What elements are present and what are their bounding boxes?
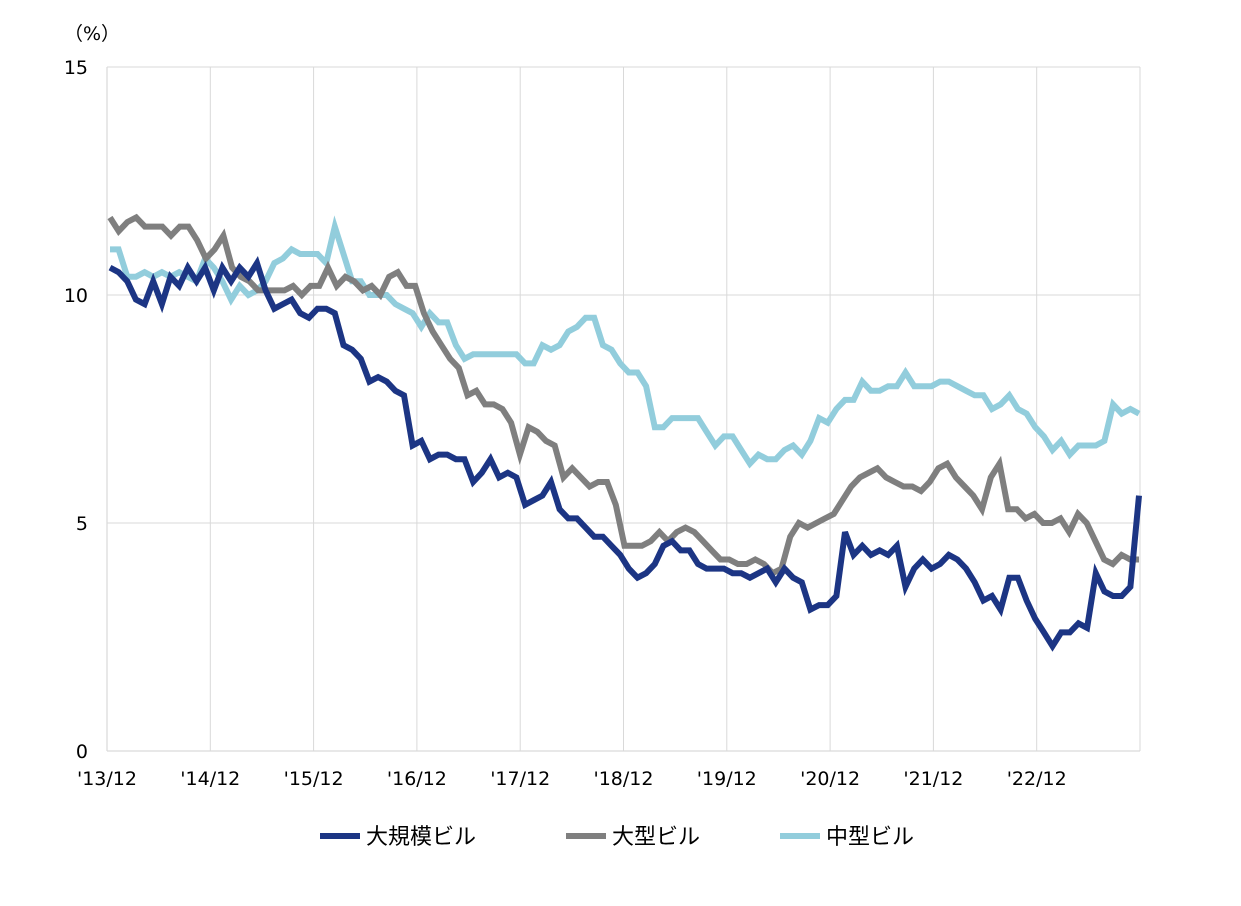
series-line-3 bbox=[110, 215, 1141, 469]
y-tick-label: 15 bbox=[64, 57, 88, 79]
legend: 大規模ビル 大型ビル 中型ビル bbox=[320, 825, 914, 850]
legend-label: 大型ビル bbox=[612, 825, 700, 850]
legend-label: 中型ビル bbox=[826, 825, 914, 850]
x-tick-label: '14/12 bbox=[180, 768, 240, 790]
x-tick-label: '21/12 bbox=[903, 768, 963, 790]
legend-label: 大規模ビル bbox=[366, 825, 476, 850]
x-tick-label: '18/12 bbox=[594, 768, 654, 790]
x-tick-label: '15/12 bbox=[284, 768, 344, 790]
x-tick-label: '20/12 bbox=[800, 768, 860, 790]
y-axis-unit-label: （%） bbox=[64, 23, 120, 45]
series-line-1 bbox=[108, 256, 1142, 652]
grid bbox=[107, 66, 1141, 751]
x-tick-label: '13/12 bbox=[77, 768, 137, 790]
x-tick-label: '17/12 bbox=[490, 768, 550, 790]
y-tick-label: 0 bbox=[76, 741, 88, 763]
x-tick-label: '22/12 bbox=[1007, 768, 1067, 790]
axes: （%） 0 5 10 15 '13/12 '14/12 '15/12 '16/12 '17/12… bbox=[64, 23, 1140, 790]
series-lines bbox=[107, 213, 1142, 652]
series-line-2 bbox=[107, 213, 1139, 577]
x-tick-label: '19/12 bbox=[697, 768, 757, 790]
x-tick-label: '16/12 bbox=[387, 768, 447, 790]
y-tick-label: 10 bbox=[64, 285, 88, 307]
y-tick-label: 5 bbox=[76, 513, 88, 535]
